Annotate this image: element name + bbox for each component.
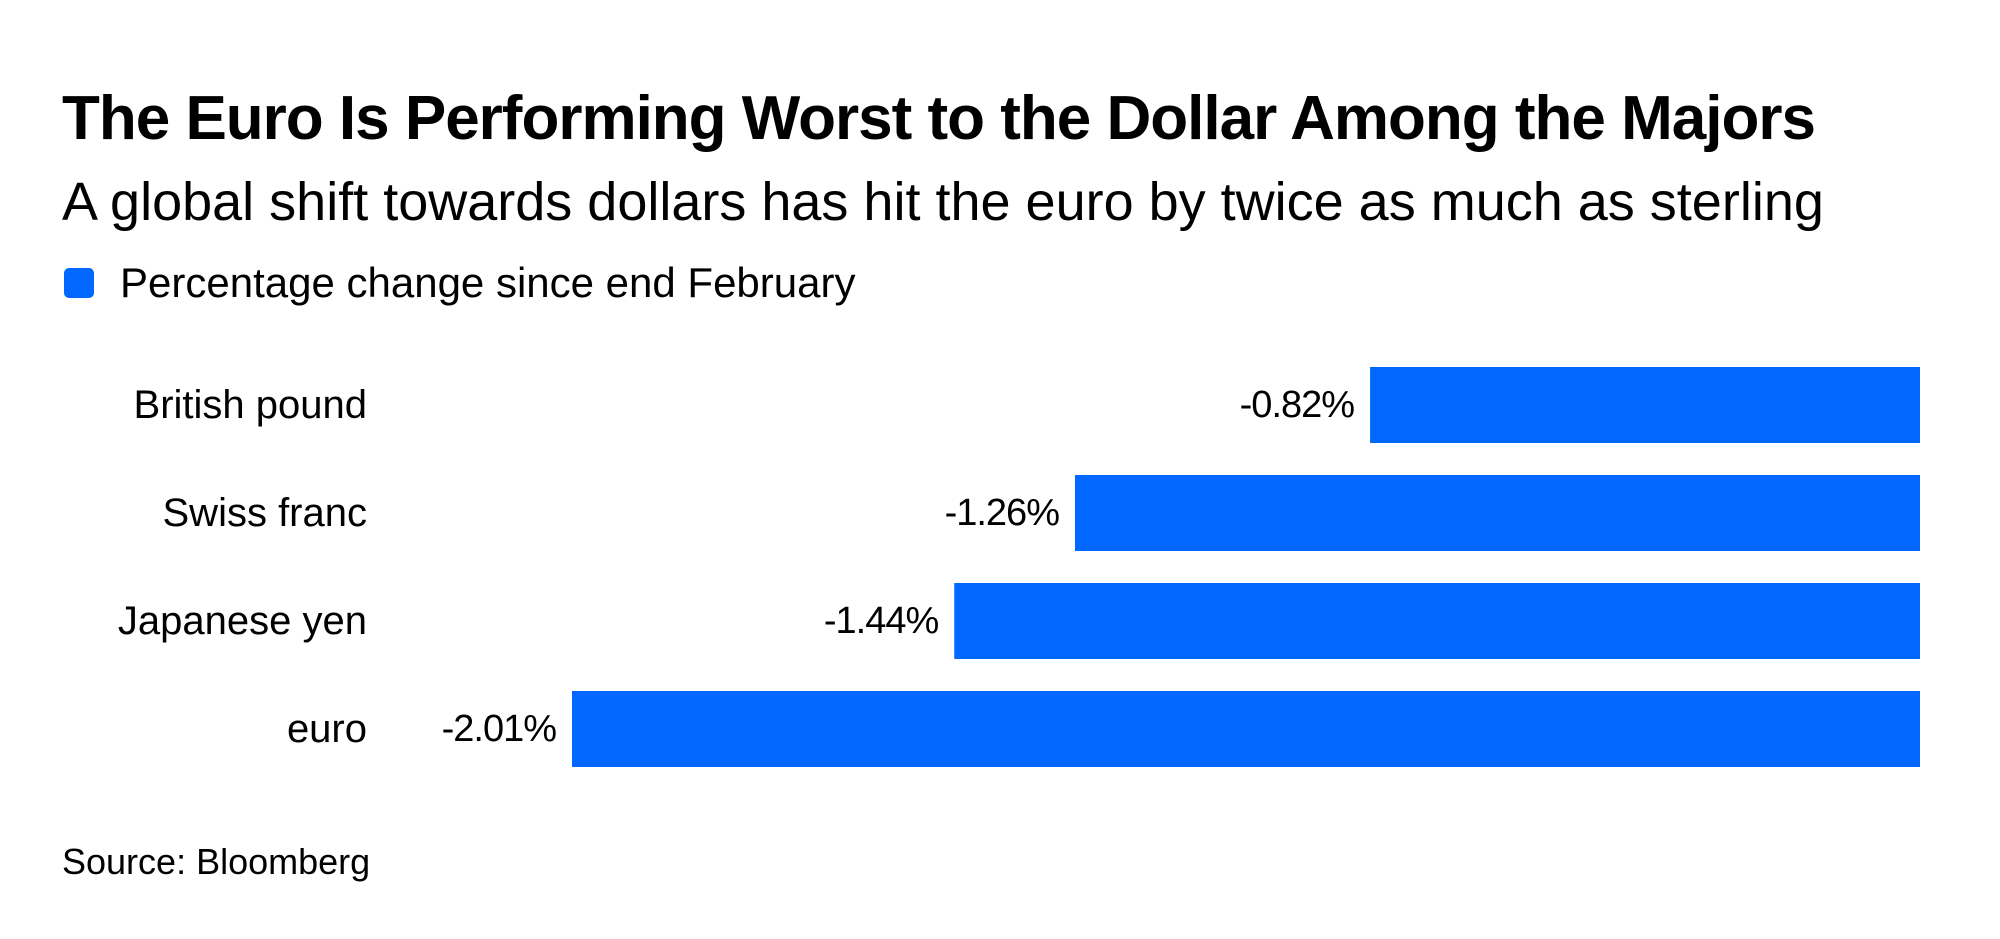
data-label: -1.26% xyxy=(945,492,1060,534)
category-label: euro xyxy=(287,707,367,751)
legend: Percentage change since end February xyxy=(64,258,855,308)
bar xyxy=(954,583,1920,659)
bar xyxy=(572,691,1920,767)
category-label: Japanese yen xyxy=(118,599,367,643)
data-label: -2.01% xyxy=(442,708,557,750)
bar xyxy=(1074,475,1920,551)
category-label: Swiss franc xyxy=(163,491,368,535)
chart-subtitle: A global shift towards dollars has hit t… xyxy=(62,172,1824,232)
bar xyxy=(1370,367,1920,443)
square-swatch-icon xyxy=(64,268,94,299)
source-note: Source: Bloomberg xyxy=(62,841,371,882)
data-label: -1.44% xyxy=(824,600,939,642)
legend-label: Percentage change since end February xyxy=(120,259,856,306)
data-label: -0.82% xyxy=(1240,384,1355,426)
category-label: British pound xyxy=(134,383,367,427)
chart-title: The Euro Is Performing Worst to the Doll… xyxy=(62,84,1816,153)
